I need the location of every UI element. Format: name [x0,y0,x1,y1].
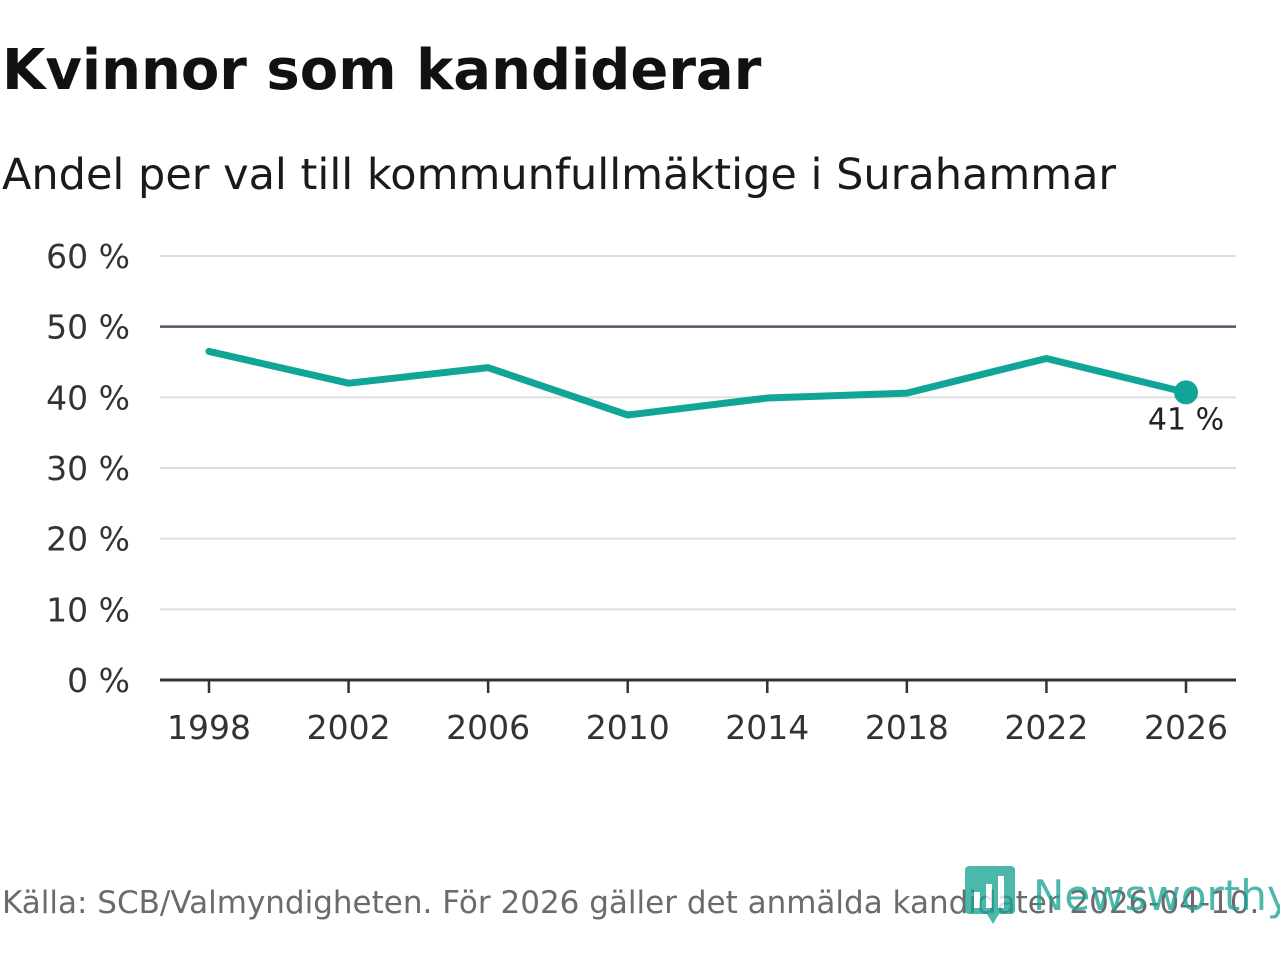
x-tick-label: 1998 [167,708,251,747]
end-value-label: 41 % [1148,402,1224,437]
logo-text: Newsworthy [1033,870,1280,920]
y-tick-label: 20 % [46,520,130,559]
x-tick-label: 2010 [586,708,670,747]
x-tick-label: 2022 [1004,708,1088,747]
x-tick-label: 2002 [307,708,391,747]
y-tick-label: 30 % [46,449,130,488]
source-note: Källa: SCB/Valmyndigheten. För 2026 gäll… [2,885,1260,921]
line-chart: 0 % 10 % 20 % 30 % 40 % 50 % 60 % 1998 2002 2006 2… [46,237,1236,747]
y-tick-label: 50 % [46,308,130,347]
y-tick-label: 40 % [46,378,130,417]
y-tick-label: 60 % [46,237,130,276]
x-tick-label: 2014 [725,708,809,747]
x-tick-label: 2006 [446,708,530,747]
y-tick-label: 0 % [67,661,130,700]
end-point-marker [1174,380,1198,405]
newsworthy-logo: Newsworthy [965,864,1280,926]
series-line [205,347,1190,419]
chart-title: Kvinnor som kandiderar [2,38,762,103]
x-tick-label: 2026 [1144,708,1228,747]
y-tick-label: 10 % [46,590,130,629]
x-tick-label: 2018 [865,708,949,747]
chart-subtitle: Andel per val till kommunfullmäktige i S… [2,150,1117,200]
bar-chart-icon [965,866,1015,924]
